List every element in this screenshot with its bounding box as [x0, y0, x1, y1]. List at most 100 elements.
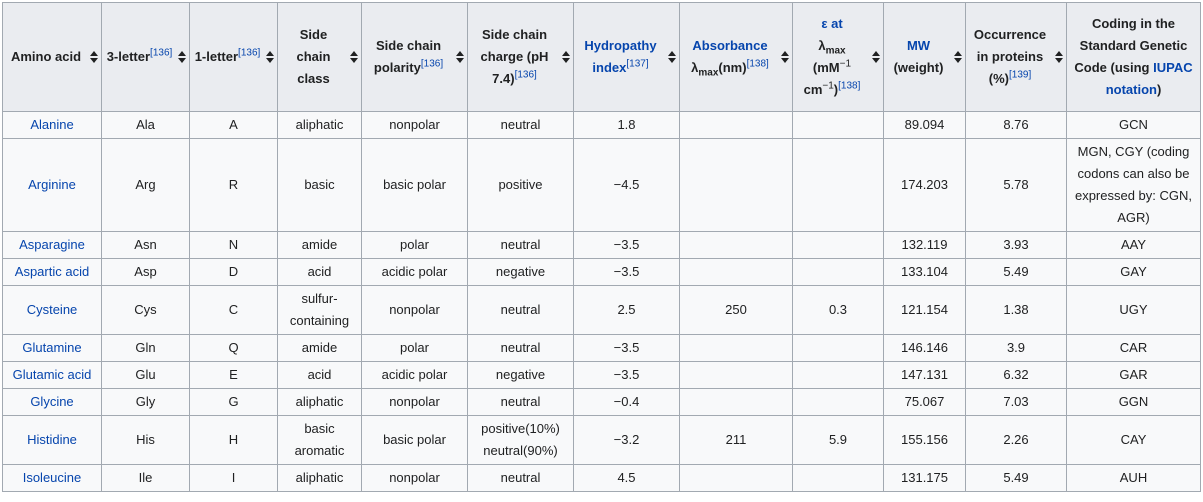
mw-link[interactable]: MW: [906, 38, 931, 53]
cell-name: Glycine: [2, 388, 102, 416]
cell-hydropathy: −3.5: [573, 361, 680, 389]
cell-charge: negative: [467, 361, 574, 389]
cell-three: Glu: [101, 361, 190, 389]
amino-acid-link[interactable]: Alanine: [30, 117, 74, 132]
amino-acid-link[interactable]: Aspartic acid: [14, 264, 90, 279]
amino-acid-link[interactable]: Isoleucine: [22, 470, 82, 485]
cell-three: Ala: [101, 111, 190, 139]
col-header-side-chain-charge[interactable]: Side chain charge (pH 7.4)[136]: [467, 2, 574, 112]
cell-polarity: polar: [361, 334, 468, 362]
cell-occ: 2.26: [965, 415, 1067, 465]
sort-icon[interactable]: [668, 51, 676, 63]
cell-polarity: nonpolar: [361, 111, 468, 139]
cell-class: amide: [277, 334, 362, 362]
cell-three: Cys: [101, 285, 190, 335]
ref-link[interactable]: [136]: [420, 58, 444, 70]
col-header-1-letter[interactable]: 1-letter[136]: [189, 2, 278, 112]
col-header-hydropathy[interactable]: Hydropathy index[137]: [573, 2, 680, 112]
amino-acid-table: Amino acid 3-letter[136] 1-letter[136] S…: [2, 2, 1201, 492]
cell-eps: [792, 361, 884, 389]
cell-charge: neutral: [467, 231, 574, 259]
hydropathy-link[interactable]: Hydropathy index: [584, 38, 657, 75]
col-header-side-chain-class[interactable]: Side chain class: [277, 2, 362, 112]
cell-hydropathy: −0.4: [573, 388, 680, 416]
sort-icon[interactable]: [456, 51, 464, 63]
cell-occ: 1.38: [965, 285, 1067, 335]
cell-hydropathy: −3.5: [573, 334, 680, 362]
cell-eps: [792, 111, 884, 139]
cell-coding: CAR: [1066, 334, 1201, 362]
cell-abs: 250: [679, 285, 793, 335]
absorbance-link[interactable]: Absorbance: [692, 38, 768, 53]
amino-acid-link[interactable]: Glutamic acid: [12, 367, 92, 382]
cell-eps: 5.9: [792, 415, 884, 465]
cell-charge: neutral: [467, 334, 574, 362]
cell-class: aliphatic: [277, 111, 362, 139]
sort-icon[interactable]: [266, 51, 274, 63]
sort-icon[interactable]: [954, 51, 962, 63]
cell-mw: 147.131: [883, 361, 966, 389]
col-header-epsilon[interactable]: ε at λmax (mM−1 cm−1)[138]: [792, 2, 884, 112]
cell-mw: 174.203: [883, 138, 966, 232]
cell-mw: 133.104: [883, 258, 966, 286]
cell-one: R: [189, 138, 278, 232]
cell-coding: GCN: [1066, 111, 1201, 139]
cell-occ: 8.76: [965, 111, 1067, 139]
amino-acid-link[interactable]: Histidine: [27, 432, 77, 447]
col-header-amino-acid[interactable]: Amino acid: [2, 2, 102, 112]
header-row: Amino acid 3-letter[136] 1-letter[136] S…: [2, 2, 1201, 112]
cell-coding: AAY: [1066, 231, 1201, 259]
cell-three: His: [101, 415, 190, 465]
cell-hydropathy: −4.5: [573, 138, 680, 232]
col-header-mw[interactable]: MW (weight): [883, 2, 966, 112]
cell-abs: [679, 138, 793, 232]
sort-icon[interactable]: [872, 51, 880, 63]
sort-icon[interactable]: [1055, 51, 1063, 63]
cell-one: I: [189, 464, 278, 492]
cell-coding: MGN, CGY (coding codons can also be expr…: [1066, 138, 1201, 232]
sort-icon[interactable]: [178, 51, 186, 63]
col-header-absorbance[interactable]: Absorbance λmax(nm)[138]: [679, 2, 793, 112]
cell-polarity: nonpolar: [361, 464, 468, 492]
ref-link[interactable]: [138]: [746, 58, 769, 70]
cell-occ: 5.49: [965, 258, 1067, 286]
amino-acid-link[interactable]: Asparagine: [19, 237, 85, 252]
ref-link[interactable]: [139]: [1008, 69, 1032, 81]
cell-occ: 7.03: [965, 388, 1067, 416]
cell-one: E: [189, 361, 278, 389]
cell-hydropathy: 2.5: [573, 285, 680, 335]
col-header-occurrence[interactable]: Occurrence in proteins (%)[139]: [965, 2, 1067, 112]
col-header-3-letter[interactable]: 3-letter[136]: [101, 2, 190, 112]
cell-occ: 5.49: [965, 464, 1067, 492]
sort-icon[interactable]: [90, 51, 98, 63]
sort-icon[interactable]: [781, 51, 789, 63]
cell-mw: 155.156: [883, 415, 966, 465]
cell-abs: [679, 231, 793, 259]
epsilon-link[interactable]: ε at: [821, 16, 843, 31]
col-header-coding: Coding in the Standard Genetic Code (usi…: [1066, 2, 1201, 112]
amino-acid-link[interactable]: Cysteine: [26, 302, 78, 317]
cell-polarity: nonpolar: [361, 388, 468, 416]
amino-acid-link[interactable]: Glycine: [30, 394, 74, 409]
amino-acid-link[interactable]: Glutamine: [22, 340, 82, 355]
amino-acid-link[interactable]: Arginine: [28, 177, 76, 192]
ref-link[interactable]: [136]: [238, 47, 261, 59]
iupac-link[interactable]: IUPAC notation: [1105, 60, 1193, 97]
cell-class: aliphatic: [277, 464, 362, 492]
ref-link[interactable]: [136]: [150, 47, 173, 59]
sort-icon[interactable]: [350, 51, 358, 63]
col-header-side-chain-polarity[interactable]: Side chain polarity[136]: [361, 2, 468, 112]
ref-link[interactable]: [138]: [838, 80, 861, 92]
ref-link[interactable]: [137]: [626, 58, 649, 70]
cell-mw: 89.094: [883, 111, 966, 139]
cell-charge: neutral: [467, 388, 574, 416]
cell-class: sulfur-containing: [277, 285, 362, 335]
sort-icon[interactable]: [562, 51, 570, 63]
ref-link[interactable]: [136]: [514, 69, 537, 81]
cell-class: acid: [277, 258, 362, 286]
cell-name: Cysteine: [2, 285, 102, 335]
